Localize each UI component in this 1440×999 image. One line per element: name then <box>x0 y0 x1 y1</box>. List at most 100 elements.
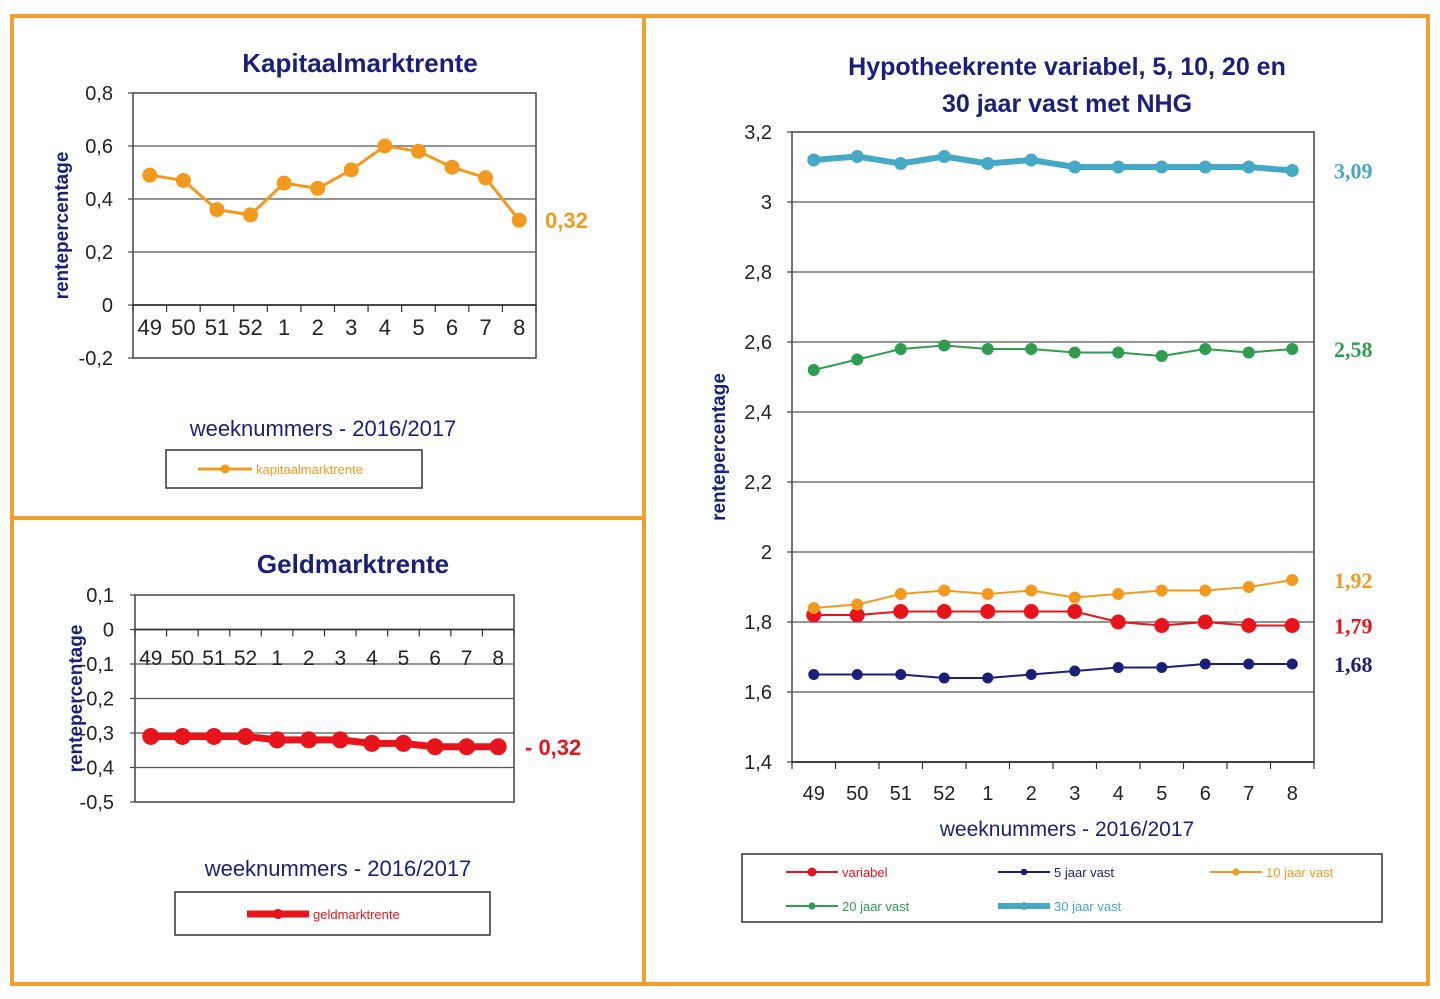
data-point <box>1112 346 1125 359</box>
data-point <box>142 727 160 745</box>
x-tick-label: 51 <box>202 647 225 670</box>
data-point <box>237 727 255 745</box>
legend-marker <box>1232 868 1240 876</box>
panel-hypotheekrente <box>642 14 1430 986</box>
legend-label: 20 jaar vast <box>842 899 910 914</box>
data-point <box>936 604 952 619</box>
legend-label: 30 jaar vast <box>1054 899 1122 914</box>
data-point <box>343 162 359 178</box>
y-tick-label: 0,8 <box>85 83 113 105</box>
y-tick-label: 0 <box>102 295 113 317</box>
legend-marker <box>1020 902 1028 910</box>
data-point <box>1025 584 1038 597</box>
data-point <box>1199 658 1211 670</box>
data-point <box>1068 591 1081 604</box>
x-tick-label: 3 <box>345 315 357 340</box>
legend-label: 5 jaar vast <box>1054 865 1114 880</box>
x-tick-label: 2 <box>303 647 315 670</box>
chart-title: Kapitaalmarktrente <box>242 48 478 78</box>
x-tick-label: 7 <box>461 647 473 670</box>
data-point <box>458 738 476 756</box>
data-point <box>363 734 381 752</box>
legend-marker <box>220 464 230 474</box>
data-point <box>938 672 950 684</box>
data-point <box>209 202 225 218</box>
legend-label: kapitaalmarktrente <box>256 462 363 477</box>
data-point <box>1069 665 1081 677</box>
data-point <box>1110 614 1126 630</box>
data-point <box>1199 343 1212 355</box>
x-tick-label: 5 <box>412 315 424 340</box>
data-point <box>1243 658 1255 670</box>
y-tick-label: 3 <box>761 192 772 214</box>
data-point <box>1197 614 1213 630</box>
data-point <box>175 172 191 188</box>
y-tick-label: -0,4 <box>80 758 114 780</box>
y-tick-label: 2,8 <box>744 262 772 284</box>
data-point <box>1068 346 1081 359</box>
x-tick-label: 6 <box>429 647 441 670</box>
data-point <box>1286 343 1299 355</box>
data-point <box>851 669 863 680</box>
data-point <box>268 731 286 749</box>
data-point <box>243 207 259 223</box>
chart-geldmarktrente: 0,1 0 -0,1 -0,2 -0,3 -0,4 -0,5 49 50 51 52 1 2 3 4 5 6 7 8… <box>66 549 581 936</box>
data-point <box>938 584 951 597</box>
y-tick-label: 3,2 <box>744 122 772 144</box>
plot-area <box>791 131 1315 763</box>
data-point <box>1112 588 1125 600</box>
data-point <box>142 167 158 183</box>
x-tick-label: 4 <box>1113 783 1124 805</box>
y-tick-label: -0,2 <box>80 689 114 711</box>
data-point <box>807 364 820 376</box>
data-point <box>1285 164 1299 177</box>
x-tick-label: 2 <box>312 315 324 340</box>
x-tick-label: 52 <box>933 783 955 805</box>
data-point <box>982 672 994 684</box>
data-point <box>850 150 864 163</box>
end-value-label: 1,68 <box>1334 652 1373 677</box>
data-point <box>426 738 444 756</box>
chart-title-line: 30 jaar vast met NHG <box>942 90 1192 118</box>
legend-marker <box>807 867 817 877</box>
data-point <box>276 175 292 191</box>
x-tick-label: 5 <box>1156 783 1167 805</box>
data-point <box>894 588 907 600</box>
y-tick-label: 1,8 <box>744 612 772 634</box>
x-tick-label: 1 <box>982 783 993 805</box>
end-value-label: 2,58 <box>1334 337 1373 362</box>
y-axis-label: rentepercentage <box>709 373 730 521</box>
data-point <box>807 153 821 167</box>
y-axis-label: rentepercentage <box>66 625 87 773</box>
x-tick-label: 3 <box>334 647 346 670</box>
data-point <box>808 669 820 680</box>
y-tick-label: 2,6 <box>744 332 772 354</box>
data-point <box>489 738 507 756</box>
chart-title-line: Hypotheekrente variabel, 5, 10, 20 en <box>848 53 1286 81</box>
y-tick-label: 2 <box>761 542 772 564</box>
x-tick-label: 50 <box>171 315 195 340</box>
data-point <box>894 343 907 355</box>
x-tick-label: 2 <box>1026 783 1037 805</box>
data-point <box>1286 658 1298 670</box>
data-point <box>394 734 412 752</box>
data-point <box>807 602 820 614</box>
series-line <box>813 663 1293 679</box>
data-point <box>938 339 951 352</box>
data-point <box>1111 160 1125 174</box>
x-tick-label: 52 <box>238 315 262 340</box>
x-tick-label: 5 <box>398 647 410 670</box>
data-point <box>1242 160 1256 174</box>
x-tick-label: 52 <box>234 647 257 670</box>
y-tick-label: 2,2 <box>744 472 772 494</box>
data-point <box>1025 669 1037 680</box>
x-tick-label: 1 <box>278 315 290 340</box>
data-point <box>1112 662 1124 673</box>
x-tick-label: 7 <box>480 315 492 340</box>
y-axis-label: rentepercentage <box>52 152 73 300</box>
x-tick-label: 4 <box>366 647 378 670</box>
data-point <box>851 598 864 611</box>
y-tick-label: 0 <box>103 620 114 642</box>
x-tick-label: 8 <box>513 315 525 340</box>
